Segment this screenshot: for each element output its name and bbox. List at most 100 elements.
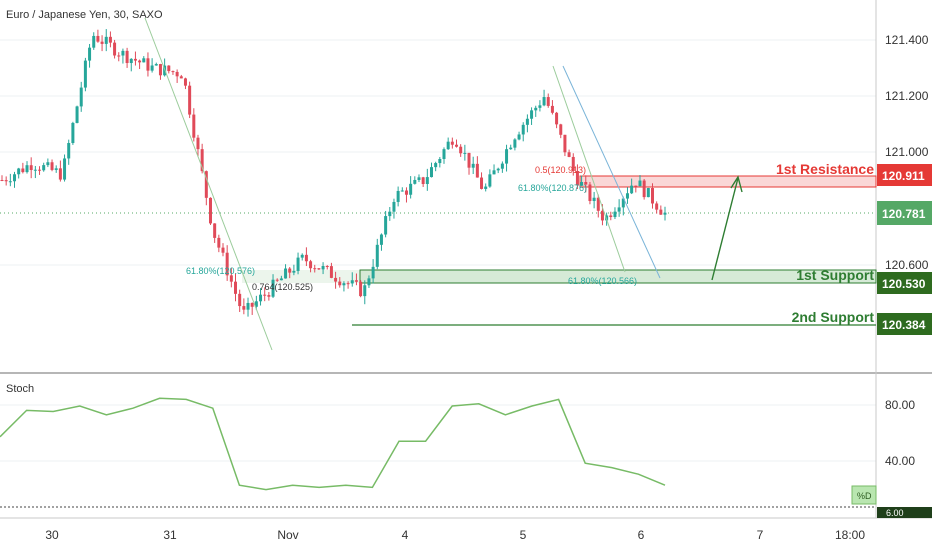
candle-body [208, 197, 212, 224]
candle-body [154, 64, 158, 66]
candle-body [171, 71, 175, 73]
candle-body [175, 71, 179, 77]
candle-body [571, 156, 575, 171]
candle-body [146, 58, 150, 71]
candle-body [238, 293, 242, 307]
candle-body [242, 306, 246, 310]
candle-body [400, 190, 404, 192]
candle-body [463, 152, 467, 154]
candle-body [179, 76, 183, 79]
candle-body [484, 186, 488, 189]
candle-body [129, 58, 133, 64]
candle-body [438, 159, 442, 164]
time-tick: 6 [638, 528, 645, 542]
support-zone [359, 269, 877, 284]
candle-body [100, 41, 104, 44]
candle-body [555, 112, 559, 125]
candle-body [142, 58, 146, 63]
candle-body [284, 268, 288, 279]
candle-body [559, 124, 563, 135]
candle-body [492, 170, 496, 175]
candle-body [417, 177, 421, 180]
candle-body [513, 139, 517, 148]
candle-body [538, 105, 542, 108]
candle-body [634, 185, 638, 187]
candle-body [200, 149, 204, 172]
stoch-pane[interactable] [0, 374, 876, 518]
candle-body [17, 168, 21, 175]
candle-body [133, 58, 137, 61]
candle-body [613, 211, 617, 218]
candle-body [234, 281, 238, 294]
candle-body [625, 193, 629, 199]
candle-body [67, 143, 71, 159]
candle-body [350, 280, 354, 284]
candle-body [54, 168, 58, 170]
candle-body [121, 50, 125, 56]
support1-price-badge: 120.530 [877, 272, 932, 294]
time-tick: 4 [402, 528, 409, 542]
candle-body [92, 35, 96, 48]
main-pane[interactable] [0, 0, 876, 372]
candle-body [263, 294, 267, 296]
candle-body [33, 169, 37, 171]
resistance-price-badge: 120.911 [877, 164, 932, 186]
candle-body [471, 163, 475, 168]
candle-body [79, 87, 83, 107]
price-tick: 121.000 [885, 145, 929, 159]
wave-line [552, 65, 626, 273]
candle-body [254, 301, 258, 307]
candle-body [275, 279, 279, 281]
time-axis[interactable]: 30 31 Nov 4 5 6 7 18:00 [45, 528, 865, 542]
candle-body [325, 266, 329, 268]
chart-title: Euro / Japanese Yen, 30, SAXO [6, 9, 163, 21]
candle-body [475, 163, 479, 178]
time-tick: 18:00 [835, 528, 865, 542]
candle-body [4, 180, 8, 182]
price-axis-panel[interactable] [876, 0, 932, 518]
candle-body [429, 167, 433, 178]
candle-body [630, 185, 634, 194]
candle-body [642, 180, 646, 198]
candle-body [271, 279, 275, 297]
candle-body [363, 285, 367, 297]
svg-text:120.911: 120.911 [882, 169, 925, 183]
candle-body [425, 177, 429, 185]
candle-body [359, 281, 363, 297]
candle-body [584, 182, 588, 185]
candle-body [467, 152, 471, 168]
candle-body [188, 85, 192, 115]
candle-body [354, 280, 358, 282]
candle-body [442, 149, 446, 160]
candle-body [304, 254, 308, 262]
candle-body [638, 180, 642, 187]
fib-label: 0.764(120.525) [252, 282, 313, 292]
candle-body [246, 302, 250, 310]
candle-body [313, 268, 317, 270]
candle-body [108, 36, 112, 43]
candle-body [117, 55, 121, 57]
candle-body [388, 211, 392, 217]
candle-body [446, 141, 450, 150]
candle-body [450, 141, 454, 145]
candle-body [525, 118, 529, 125]
candle-body [38, 169, 42, 171]
resistance-label: 1st Resistance [776, 161, 874, 177]
candle-body [655, 203, 659, 210]
support1-label: 1st Support [796, 267, 874, 283]
stoch-cut-tick: 6.00 [877, 507, 932, 518]
wave-line [144, 17, 273, 351]
candle-body [413, 179, 417, 184]
candle-body [650, 188, 654, 204]
candle-body [563, 134, 567, 153]
wave-line [562, 65, 661, 279]
candle-body [8, 181, 12, 183]
candle-body [542, 97, 546, 106]
candle-body [500, 163, 504, 169]
candle-body [63, 158, 67, 180]
candle-body [213, 223, 217, 238]
price-axis[interactable]: 121.400 121.200 121.000 120.600 [885, 33, 929, 272]
price-tick: 120.600 [885, 258, 929, 272]
candle-body [421, 177, 425, 185]
